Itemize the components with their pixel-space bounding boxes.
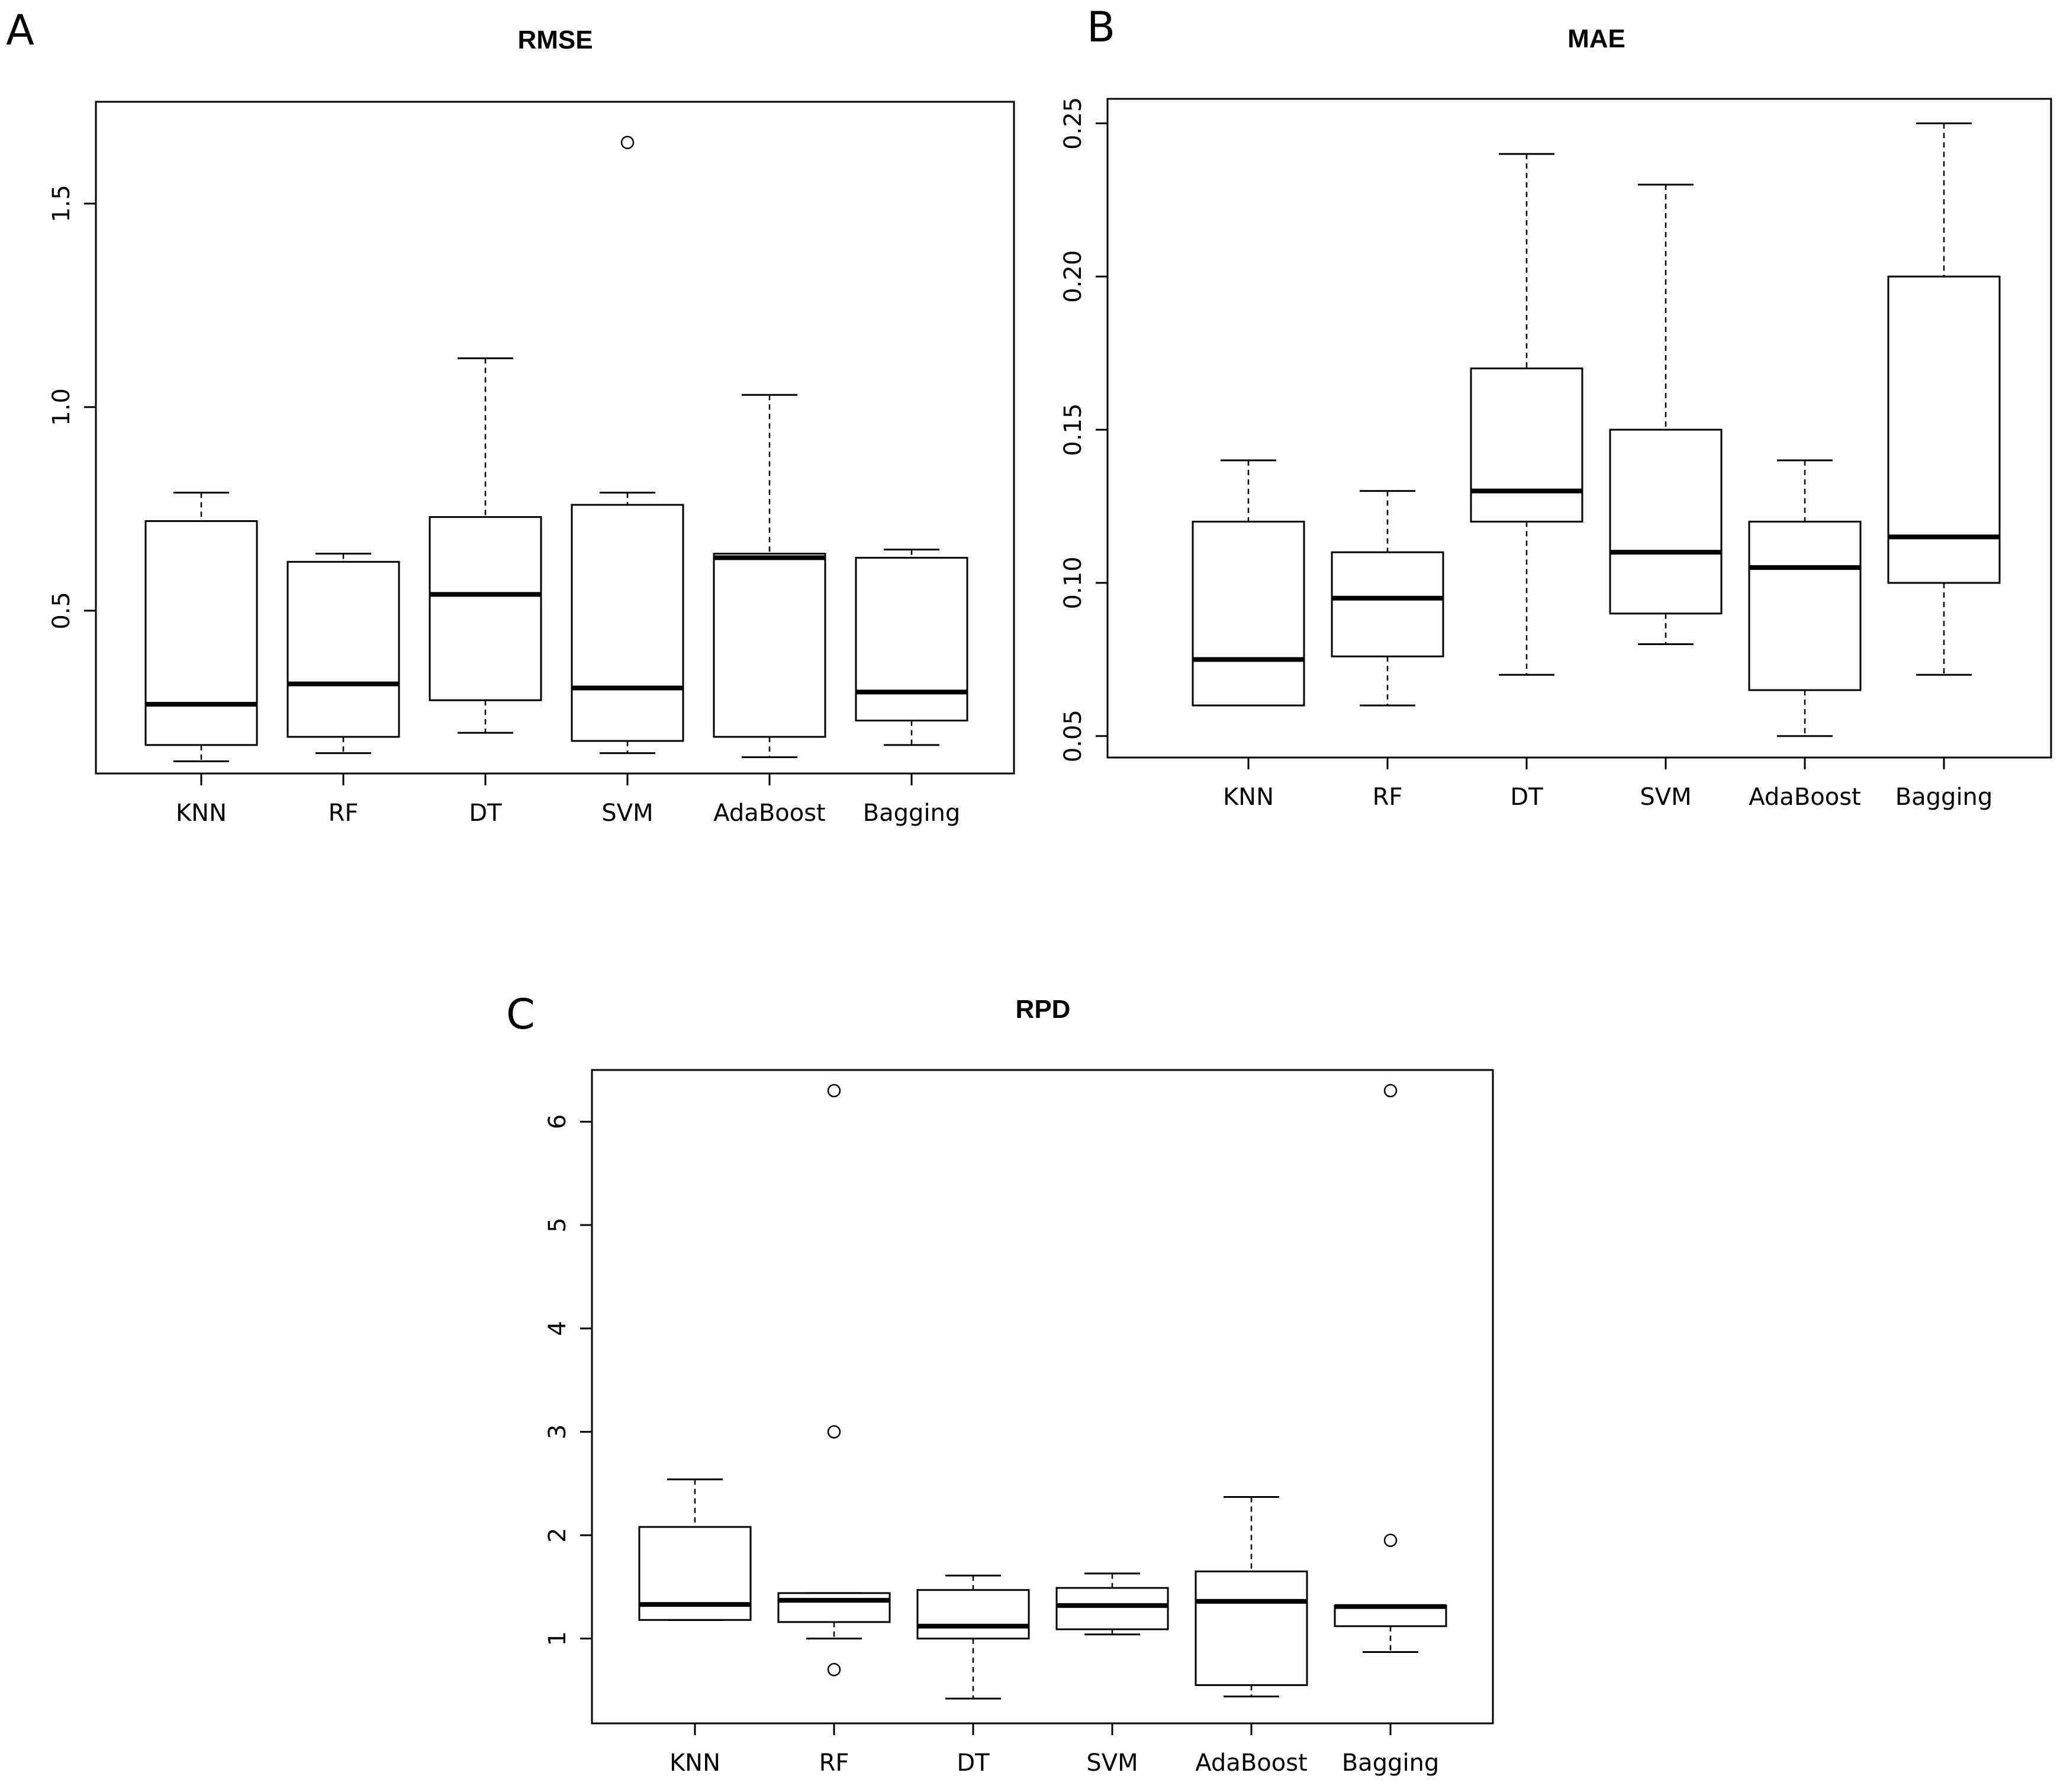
box <box>1748 520 1862 691</box>
chart-title: RMSE <box>517 25 593 54</box>
category-label: Bagging <box>863 800 961 827</box>
mae-panel: B MAE 0.05 0.10 0.15 0.20 0.25 KNN RF DT SVM AdaB… <box>1060 3 2052 811</box>
outlier-point <box>827 1084 841 1098</box>
plot-frame <box>1106 98 2052 759</box>
category-label: AdaBoost <box>713 800 825 827</box>
category-label: KNN <box>1223 784 1274 811</box>
category-label: DT <box>1510 784 1543 811</box>
y-tick-label: 0.15 <box>1060 404 1087 456</box>
box <box>571 504 684 742</box>
y-tick-label: 6 <box>544 1114 571 1129</box>
plot-frame <box>591 1069 1494 1725</box>
category-label: RF <box>329 800 359 827</box>
box <box>1609 428 1723 615</box>
outlier-point <box>620 136 635 150</box>
category-label: RF <box>1373 784 1403 811</box>
rpd-panel: C RPD 1 2 3 4 5 6 KNN RF DT SVM AdaBoost Bagging <box>506 990 1494 1777</box>
box <box>144 520 258 746</box>
category-label: DT <box>957 1749 990 1777</box>
panel-letter: B <box>1087 3 1115 51</box>
y-tick-label: 1.0 <box>48 388 75 426</box>
category-label: KNN <box>176 800 227 827</box>
box <box>1192 520 1305 707</box>
y-tick-label: 1 <box>544 1631 571 1646</box>
y-tick-label: 3 <box>544 1424 571 1439</box>
category-label: AdaBoost <box>1749 784 1860 811</box>
box <box>1887 275 2001 584</box>
box <box>1470 368 1583 523</box>
category-label: DT <box>469 800 502 827</box>
outlier-point <box>827 1425 841 1439</box>
y-tick-label: 0.20 <box>1060 250 1087 303</box>
y-tick-label: 0.10 <box>1060 556 1087 609</box>
box <box>1195 1570 1308 1686</box>
box <box>287 560 400 738</box>
category-label: KNN <box>669 1749 720 1777</box>
category-label: Bagging <box>1895 784 1993 811</box>
box <box>1055 1587 1169 1630</box>
outlier-point <box>1383 1533 1398 1548</box>
y-tick-label: 0.25 <box>1060 97 1087 150</box>
panel-letter: C <box>506 990 535 1039</box>
category-label: SVM <box>1086 1749 1138 1777</box>
category-label: AdaBoost <box>1195 1749 1307 1777</box>
y-tick-label: 1.5 <box>48 185 75 223</box>
outlier-point <box>1383 1084 1398 1098</box>
category-label: SVM <box>601 800 653 827</box>
y-tick-label: 0.05 <box>1060 710 1087 762</box>
y-tick-label: 0.5 <box>48 592 75 630</box>
box <box>429 516 542 701</box>
box <box>855 556 968 722</box>
category-label: SVM <box>1640 784 1691 811</box>
panel-letter: A <box>6 6 34 54</box>
box <box>777 1592 891 1623</box>
y-tick-label: 2 <box>544 1527 571 1542</box>
outlier-point <box>827 1662 841 1677</box>
y-tick-label: 4 <box>544 1321 571 1336</box>
box <box>1331 551 1444 658</box>
category-label: RF <box>819 1749 849 1777</box>
chart-title: RPD <box>1016 995 1071 1024</box>
y-tick-label: 5 <box>544 1217 571 1232</box>
box <box>713 553 826 738</box>
category-label: Bagging <box>1342 1749 1440 1777</box>
chart-title: MAE <box>1567 24 1625 53</box>
box <box>916 1589 1030 1640</box>
rmse-panel: A RMSE 0.5 1.0 1.5 KNN RF DT SVM AdaBoost Baggin… <box>6 6 1015 827</box>
plot-frame <box>95 101 1015 775</box>
